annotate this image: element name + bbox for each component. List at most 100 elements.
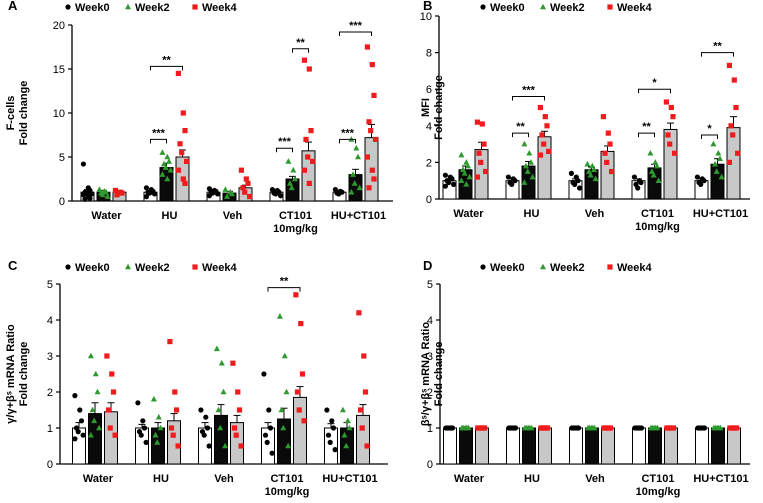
data-point-week2 bbox=[714, 424, 721, 431]
data-point-week0 bbox=[638, 179, 644, 186]
data-point-week4 bbox=[670, 425, 677, 431]
y-tick-label: 8 bbox=[426, 48, 432, 60]
significance-label: ** bbox=[296, 37, 305, 49]
data-point-week0 bbox=[336, 191, 342, 197]
legend-label-week2: Week2 bbox=[550, 2, 585, 14]
data-point-week4 bbox=[357, 407, 364, 413]
x-category-label: CT101 bbox=[641, 208, 674, 220]
data-point-week0 bbox=[505, 174, 511, 180]
x-category-label: Veh bbox=[214, 473, 234, 485]
legend-marker-week4 bbox=[192, 4, 198, 10]
data-point-week2 bbox=[292, 175, 298, 182]
data-point-week2 bbox=[591, 166, 597, 173]
y-axis-title: Fold change bbox=[433, 75, 445, 140]
y-tick-label: 2 bbox=[426, 157, 432, 169]
data-point-week2 bbox=[87, 431, 94, 438]
significance-bracket bbox=[150, 138, 167, 144]
panel-letter: C bbox=[8, 258, 18, 273]
data-point-week4 bbox=[364, 44, 370, 50]
legend-marker-week4 bbox=[607, 264, 613, 270]
data-point-week0 bbox=[327, 439, 333, 445]
legend-marker-week2 bbox=[125, 263, 131, 270]
data-point-week2 bbox=[159, 171, 166, 177]
significance-label: *** bbox=[349, 20, 363, 32]
data-point-week0 bbox=[330, 425, 337, 431]
bar-week0 bbox=[695, 427, 709, 465]
y-tick-label: 3 bbox=[427, 351, 433, 363]
data-point-week4 bbox=[119, 190, 125, 196]
significance-label: *** bbox=[278, 136, 292, 148]
bar-week0 bbox=[443, 427, 457, 465]
data-point-week4 bbox=[359, 425, 365, 431]
data-point-week2 bbox=[355, 153, 361, 160]
data-point-week4 bbox=[362, 389, 369, 395]
legend-label-week2: Week2 bbox=[135, 262, 170, 274]
bar-week0 bbox=[506, 427, 520, 465]
panel-letter: D bbox=[423, 258, 432, 273]
y-tick-label: 0 bbox=[47, 459, 53, 471]
panel-letter: B bbox=[423, 0, 432, 13]
data-point-week0 bbox=[262, 432, 269, 438]
data-point-week4 bbox=[665, 132, 671, 138]
data-point-week2 bbox=[466, 173, 473, 180]
y-tick-label: 5 bbox=[47, 279, 53, 291]
y-tick-label: 1 bbox=[427, 423, 433, 435]
data-point-week2 bbox=[220, 388, 227, 395]
data-point-week2 bbox=[462, 424, 469, 431]
legend-marker-week2 bbox=[540, 263, 546, 270]
x-category-label: Water bbox=[453, 208, 484, 220]
data-point-week4 bbox=[368, 128, 374, 134]
significance-label: *** bbox=[341, 127, 355, 139]
data-point-week4 bbox=[109, 371, 115, 377]
data-point-week0 bbox=[442, 172, 448, 178]
data-point-week0 bbox=[329, 418, 335, 424]
y-axis-title: γ/γ+βˢ mRNA Ratio bbox=[5, 324, 17, 424]
data-point-week4 bbox=[541, 425, 547, 431]
data-point-week4 bbox=[184, 158, 190, 164]
data-point-week4 bbox=[361, 353, 367, 359]
data-point-week0 bbox=[135, 400, 141, 406]
data-point-week4 bbox=[476, 150, 482, 156]
data-point-week2 bbox=[276, 313, 283, 319]
x-category-label: 10mg/kg bbox=[273, 223, 318, 235]
significance-bracket bbox=[276, 147, 293, 153]
data-point-week2 bbox=[344, 417, 351, 424]
significance-bracket bbox=[339, 31, 372, 37]
bar-week4 bbox=[600, 150, 615, 200]
y-axis-title: Fold change bbox=[18, 342, 30, 407]
significance-bracket bbox=[267, 287, 301, 292]
significance-label: * bbox=[652, 77, 657, 89]
significance-label: *** bbox=[522, 85, 536, 97]
significance-label: ** bbox=[516, 121, 525, 133]
data-point-week2 bbox=[713, 168, 720, 174]
data-point-week4 bbox=[170, 432, 176, 438]
y-tick-label: 0 bbox=[426, 194, 432, 206]
data-point-week4 bbox=[233, 432, 239, 438]
bar-week4 bbox=[664, 427, 678, 465]
data-point-week4 bbox=[301, 418, 307, 424]
legend-marker-week0 bbox=[65, 264, 71, 270]
data-point-week4 bbox=[296, 407, 302, 413]
data-point-week4 bbox=[175, 443, 181, 449]
data-point-week0 bbox=[147, 190, 153, 196]
data-point-week2 bbox=[710, 140, 717, 147]
x-category-label: HU+CT101 bbox=[693, 208, 748, 220]
data-point-week4 bbox=[537, 104, 543, 111]
bar-week2 bbox=[648, 427, 662, 465]
bar-week0 bbox=[569, 427, 583, 465]
data-point-week4 bbox=[600, 114, 606, 120]
x-category-label: HU+CT101 bbox=[331, 210, 386, 222]
data-point-week2 bbox=[651, 424, 658, 431]
data-point-week2 bbox=[528, 159, 534, 165]
data-point-week2 bbox=[285, 442, 292, 449]
data-point-week4 bbox=[663, 99, 669, 105]
data-point-week4 bbox=[242, 189, 248, 195]
data-point-week0 bbox=[78, 418, 85, 424]
data-point-week0 bbox=[140, 418, 146, 424]
data-point-week0 bbox=[72, 436, 78, 442]
x-category-label: HU bbox=[524, 473, 540, 485]
data-point-week4 bbox=[481, 141, 487, 147]
data-point-week0 bbox=[698, 181, 704, 187]
data-point-week4 bbox=[481, 425, 488, 431]
